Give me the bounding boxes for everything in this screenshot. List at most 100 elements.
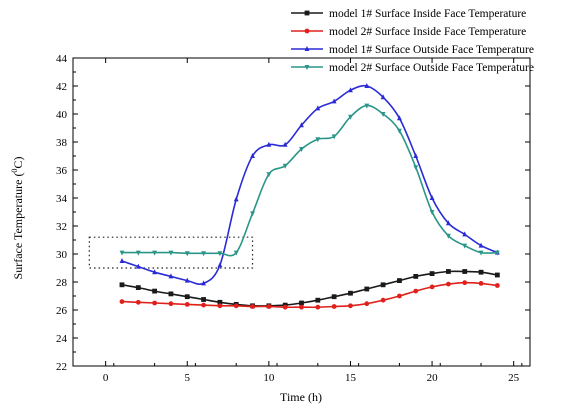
y-tick-label: 40 bbox=[56, 109, 68, 121]
data-point bbox=[168, 250, 174, 256]
data-point bbox=[233, 196, 239, 202]
data-point bbox=[201, 302, 206, 308]
y-tick-label: 38 bbox=[56, 137, 68, 149]
data-point bbox=[184, 277, 190, 283]
data-point bbox=[348, 290, 353, 296]
legend-label: model 1# Surface Inside Face Temperature bbox=[329, 8, 526, 20]
series-layer bbox=[119, 83, 500, 310]
data-point bbox=[380, 297, 386, 303]
legend-swatch-marker bbox=[304, 28, 310, 34]
y-tick-label: 36 bbox=[56, 165, 68, 177]
data-point bbox=[152, 269, 158, 275]
y-tick-label: 24 bbox=[56, 333, 68, 345]
data-point bbox=[299, 147, 304, 152]
data-point bbox=[217, 262, 223, 268]
data-point bbox=[380, 112, 386, 117]
data-point bbox=[315, 137, 321, 143]
data-point bbox=[315, 105, 321, 111]
data-point bbox=[184, 302, 190, 307]
legend-label: model 1# Surface Outside Face Temperatur… bbox=[329, 44, 534, 56]
data-point bbox=[135, 263, 141, 269]
data-point bbox=[380, 94, 386, 100]
data-point bbox=[331, 294, 337, 300]
data-point bbox=[233, 303, 239, 309]
legend-label: model 2# Surface Outside Face Temperatur… bbox=[329, 62, 534, 74]
series-line-1 bbox=[121, 270, 498, 307]
data-point bbox=[152, 288, 158, 294]
data-point bbox=[364, 301, 370, 307]
data-point bbox=[397, 293, 402, 299]
data-point bbox=[331, 98, 337, 104]
data-point bbox=[380, 282, 386, 288]
x-axis-title: Time (h) bbox=[280, 390, 322, 404]
plot-frame bbox=[72, 57, 531, 367]
data-point bbox=[152, 250, 158, 256]
y-axis-title-superscript: 0 bbox=[10, 169, 19, 173]
data-point bbox=[413, 288, 419, 294]
y-axis-title-main: Surface Temperature ( bbox=[11, 173, 25, 280]
series-4 bbox=[119, 103, 500, 257]
y-axis-title-unit: C) bbox=[11, 157, 25, 169]
data-point bbox=[119, 299, 125, 304]
data-point bbox=[348, 303, 353, 309]
data-point bbox=[397, 278, 402, 283]
series-1 bbox=[119, 269, 500, 309]
data-point bbox=[299, 300, 304, 306]
data-point bbox=[168, 273, 174, 279]
data-point bbox=[233, 250, 239, 256]
data-point bbox=[462, 243, 468, 249]
data-point bbox=[478, 250, 484, 256]
data-point bbox=[397, 128, 402, 134]
data-point bbox=[217, 299, 223, 305]
data-point bbox=[445, 281, 451, 287]
legend: model 1# Surface Inside Face Temperature… bbox=[291, 8, 534, 74]
data-point bbox=[184, 251, 190, 257]
data-point bbox=[168, 301, 174, 307]
data-point bbox=[266, 172, 272, 178]
series-2 bbox=[119, 280, 500, 310]
data-point bbox=[266, 304, 272, 309]
data-point bbox=[315, 304, 321, 310]
data-point bbox=[478, 269, 484, 275]
data-point bbox=[152, 300, 158, 306]
data-point bbox=[494, 283, 500, 288]
legend-swatch-marker bbox=[304, 65, 310, 70]
data-point bbox=[282, 141, 288, 147]
data-point bbox=[429, 271, 435, 276]
data-point bbox=[201, 297, 206, 302]
data-point bbox=[315, 297, 321, 303]
x-tick-label: 5 bbox=[185, 372, 191, 384]
data-point bbox=[445, 233, 451, 239]
axes-layer: 0 5 10 15 20 25 22 24 26 28 30 32 34 36 38 40 42 44 bbox=[56, 53, 531, 384]
y-tick-label: 44 bbox=[56, 53, 68, 65]
data-point bbox=[494, 250, 500, 256]
y-tick-label: 34 bbox=[56, 193, 68, 205]
data-point bbox=[494, 272, 500, 278]
legend-item-2: model 2# Surface Inside Face Temperature bbox=[291, 26, 526, 38]
data-point bbox=[135, 299, 141, 305]
data-point bbox=[135, 285, 141, 290]
data-point bbox=[348, 114, 353, 120]
y-axis-title: Surface Temperature (0C) bbox=[10, 157, 25, 280]
data-point bbox=[299, 122, 304, 128]
data-point bbox=[478, 242, 484, 248]
y-tick-label: 26 bbox=[56, 305, 68, 317]
data-point bbox=[364, 103, 370, 109]
data-point bbox=[266, 141, 272, 147]
data-point bbox=[462, 231, 468, 237]
data-point bbox=[331, 134, 337, 140]
data-point bbox=[462, 280, 468, 286]
data-point bbox=[250, 153, 255, 158]
data-point bbox=[348, 87, 353, 93]
series-3 bbox=[119, 83, 500, 286]
data-point bbox=[282, 163, 288, 169]
data-point bbox=[413, 165, 419, 171]
data-point bbox=[217, 251, 223, 257]
data-point bbox=[119, 282, 125, 288]
data-point bbox=[299, 304, 304, 310]
series-line-3 bbox=[121, 84, 498, 286]
data-point bbox=[462, 269, 468, 274]
highlight-box-layer bbox=[88, 236, 254, 269]
data-point bbox=[135, 250, 141, 256]
